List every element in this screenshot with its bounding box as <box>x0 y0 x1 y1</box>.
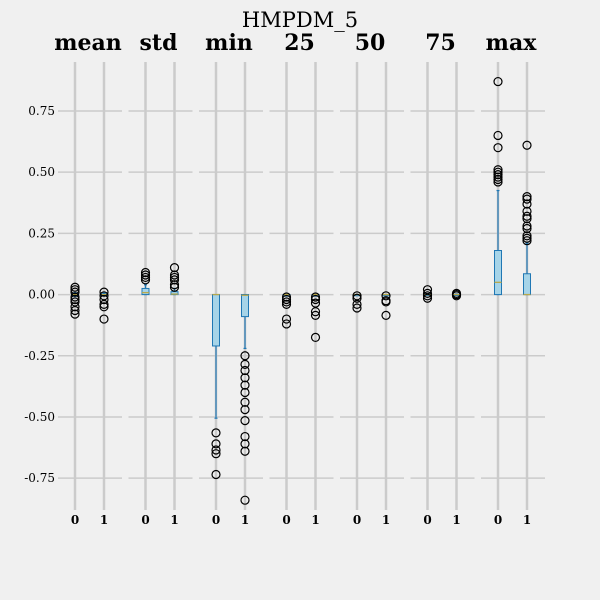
box-iqr <box>495 251 502 295</box>
panel-25: 25 0 1 <box>270 30 334 527</box>
panel-min: min 0 1 <box>199 30 263 527</box>
x-tick-label: 0 <box>353 513 361 527</box>
x-tick-label: 0 <box>494 513 502 527</box>
x-tick-label: 1 <box>311 513 319 527</box>
chart-title: HMPDM_5 <box>242 8 358 32</box>
box-iqr <box>142 288 149 294</box>
panel-std: std 0 1 <box>129 30 193 527</box>
panel-title: 50 <box>355 30 386 56</box>
panel-title: max <box>486 30 538 56</box>
y-tick-label: -0.25 <box>24 349 55 363</box>
y-tick-label: 0.00 <box>28 288 55 302</box>
x-tick-label: 1 <box>452 513 460 527</box>
x-tick-label: 0 <box>282 513 290 527</box>
x-tick-label: 1 <box>170 513 178 527</box>
panel-title: 25 <box>284 30 315 56</box>
panel-50: 50 0 1 <box>340 30 404 527</box>
x-tick-label: 1 <box>382 513 390 527</box>
x-tick-label: 1 <box>241 513 249 527</box>
x-tick-label: 0 <box>141 513 149 527</box>
x-tick-label: 0 <box>71 513 79 527</box>
panel-title: 75 <box>425 30 456 56</box>
x-tick-label: 0 <box>423 513 431 527</box>
x-tick-label: 0 <box>212 513 220 527</box>
box-iqr <box>242 295 249 317</box>
x-tick-label: 1 <box>100 513 108 527</box>
y-tick-label: -0.75 <box>24 471 55 485</box>
panel-mean: 0.75 0.50 0.25 0.00 -0.25 -0.50 -0.75 mean 0 1 <box>24 30 122 527</box>
panel-title: min <box>205 30 253 56</box>
y-tick-label: 0.50 <box>28 165 55 179</box>
panel-75: 75 0 1 <box>411 30 475 527</box>
y-tick-label: -0.50 <box>24 410 55 424</box>
panel-title: mean <box>54 30 122 56</box>
panel-max: max 0 1 <box>481 30 545 527</box>
x-tick-label: 1 <box>523 513 531 527</box>
y-tick-label: 0.25 <box>28 226 55 240</box>
box-iqr <box>524 274 531 295</box>
box-iqr <box>213 295 220 346</box>
y-tick-label: 0.75 <box>28 104 55 118</box>
panel-title: std <box>140 30 178 56</box>
